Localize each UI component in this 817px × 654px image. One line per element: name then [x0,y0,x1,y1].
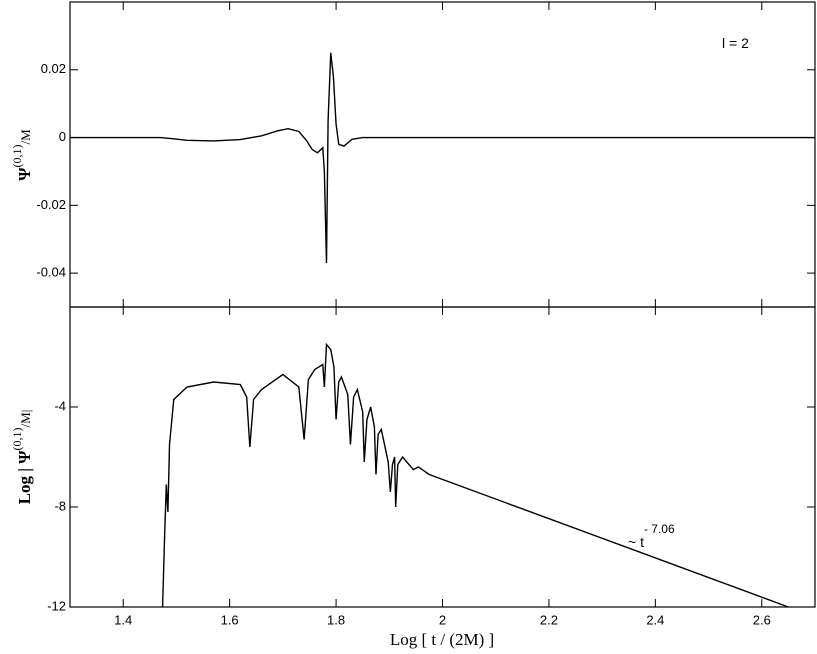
x-tick-label: 2 [439,612,446,627]
x-tick-label: 1.8 [327,612,345,627]
plot-frame [69,306,816,608]
x-tick-label: 2.6 [753,612,771,627]
y-tick-label: -12 [47,598,66,613]
x-tick-label: 2.4 [646,612,664,627]
data-line [161,342,789,608]
y-label-symbol: Ψ [15,167,34,181]
y-label-symbol: Log | Ψ [15,450,34,505]
y-tick-label: -4 [54,398,66,413]
annotation-exponent: - 7.06 [644,522,675,536]
y-axis-label: Log | Ψ(0,1)/M| [10,410,34,505]
y-tick-label: 0.02 [41,61,66,76]
data-line [70,52,815,263]
y-tick-label: -0.02 [36,197,66,212]
y-tick-label: 0 [59,129,66,144]
annotation: l = 2 [722,35,749,51]
y-tick-label: -0.04 [36,265,66,280]
y-tick-label: -8 [54,498,66,513]
annotation-base: ~ t [628,534,644,550]
x-tick-label: 1.4 [114,612,132,627]
x-tick-label: 2.2 [540,612,558,627]
plot-frame [69,1,816,308]
annotation: ~ t- 7.06 [628,522,675,550]
y-axis-label: Ψ(0,1)/M [10,129,34,181]
x-tick-label: 1.6 [221,612,239,627]
y-label-superscript: (0,1) [10,144,24,167]
y-label-superscript: (0,1) [10,427,24,450]
y-label-rest: /M| [18,410,33,428]
x-axis-label: Log [ t / (2M) ] [390,630,494,649]
y-label-rest: /M [18,129,33,145]
